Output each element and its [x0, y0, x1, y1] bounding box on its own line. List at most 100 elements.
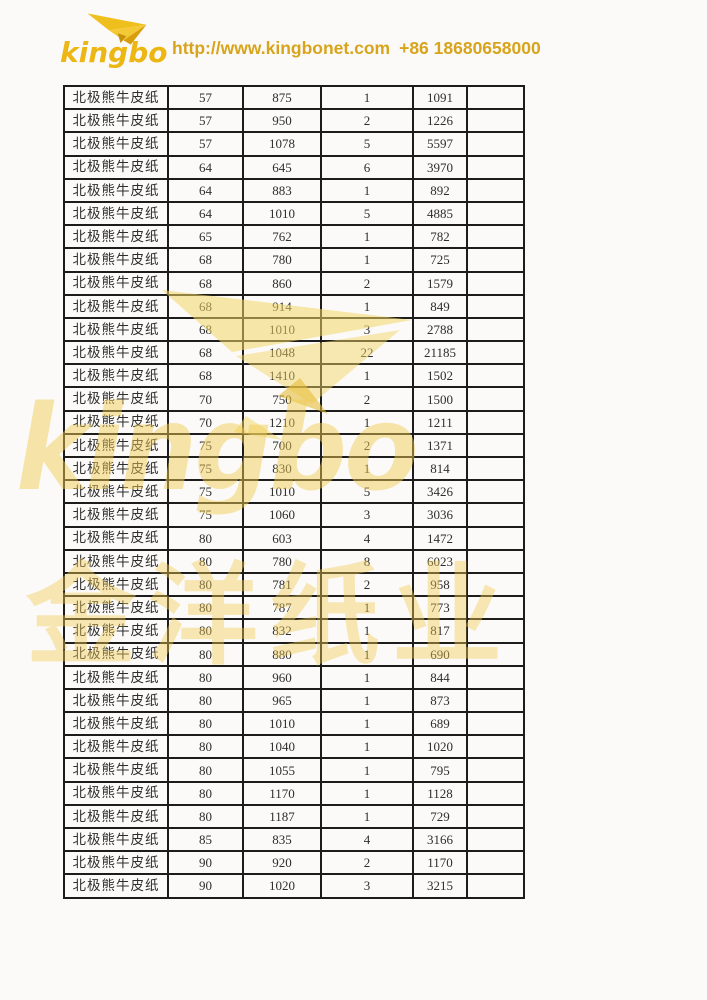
table-row: 北极熊牛皮纸 80 1170 1 1128 — [63, 780, 525, 806]
cell-value-2: 1010 — [242, 316, 322, 343]
cell-value-5 — [466, 664, 525, 690]
cell-value-2: 914 — [242, 293, 322, 319]
cell-value-2: 1010 — [242, 200, 322, 227]
cell-value-5 — [466, 826, 525, 853]
cell-value-3: 3 — [320, 873, 414, 899]
cell-value-5 — [466, 525, 525, 551]
cell-value-5 — [466, 363, 525, 389]
cell-value-4: 1128 — [412, 780, 468, 806]
cell-value-1: 80 — [167, 687, 244, 714]
table-row: 北极熊牛皮纸 80 1040 1 1020 — [63, 734, 525, 760]
cell-value-3: 1 — [320, 224, 414, 250]
cell-product-name: 北极熊牛皮纸 — [63, 687, 169, 714]
cell-product-name: 北极熊牛皮纸 — [63, 224, 169, 250]
contact-info: http://www.kingbonet.com +86 18680658000 — [172, 38, 541, 59]
cell-value-2: 920 — [242, 850, 322, 876]
cell-value-3: 1 — [320, 780, 414, 806]
cell-value-5 — [466, 200, 525, 227]
cell-value-1: 65 — [167, 224, 244, 250]
cell-value-2: 1040 — [242, 734, 322, 760]
cell-value-2: 645 — [242, 154, 322, 180]
cell-value-3: 1 — [320, 293, 414, 319]
cell-value-4: 873 — [412, 687, 468, 714]
cell-value-2: 1010 — [242, 479, 322, 505]
phone-number: +86 18680658000 — [399, 38, 541, 58]
cell-value-3: 1 — [320, 247, 414, 273]
cell-value-1: 80 — [167, 780, 244, 806]
cell-product-name: 北极熊牛皮纸 — [63, 154, 169, 180]
cell-product-name: 北极熊牛皮纸 — [63, 247, 169, 273]
cell-product-name: 北极熊牛皮纸 — [63, 131, 169, 157]
cell-value-5 — [466, 734, 525, 760]
price-table: 北极熊牛皮纸 57 875 1 1091 北极熊牛皮纸 57 950 2 1226 北极熊牛皮纸 57… — [63, 84, 525, 899]
cell-value-4: 689 — [412, 711, 468, 737]
table-row: 北极熊牛皮纸 90 1020 3 3215 — [63, 873, 525, 899]
cell-value-1: 64 — [167, 200, 244, 227]
table-row: 北极熊牛皮纸 75 1010 5 3426 — [63, 479, 525, 505]
cell-value-4: 6023 — [412, 548, 468, 574]
table-row: 北极熊牛皮纸 90 920 2 1170 — [63, 850, 525, 876]
cell-value-4: 4885 — [412, 200, 468, 227]
cell-value-1: 68 — [167, 316, 244, 343]
cell-value-5 — [466, 177, 525, 203]
cell-value-1: 80 — [167, 595, 244, 621]
cell-value-5 — [466, 757, 525, 783]
table-row: 北极熊牛皮纸 75 830 1 814 — [63, 455, 525, 482]
table-row: 北极熊牛皮纸 80 787 1 773 — [63, 595, 525, 621]
table-row: 北极熊牛皮纸 80 1010 1 689 — [63, 711, 525, 737]
cell-value-1: 80 — [167, 734, 244, 760]
table-row: 北极熊牛皮纸 75 700 2 1371 — [63, 432, 525, 459]
price-table-body: 北极熊牛皮纸 57 875 1 1091 北极熊牛皮纸 57 950 2 1226 北极熊牛皮纸 57… — [63, 84, 525, 899]
table-row: 北极熊牛皮纸 85 835 4 3166 — [63, 826, 525, 853]
cell-value-2: 830 — [242, 455, 322, 482]
table-row: 北极熊牛皮纸 68 1410 1 1502 — [63, 363, 525, 389]
cell-product-name: 北极熊牛皮纸 — [63, 548, 169, 574]
cell-value-2: 787 — [242, 595, 322, 621]
cell-value-4: 1226 — [412, 108, 468, 134]
cell-product-name: 北极熊牛皮纸 — [63, 200, 169, 227]
cell-value-1: 75 — [167, 502, 244, 528]
cell-product-name: 北极熊牛皮纸 — [63, 432, 169, 459]
cell-value-2: 780 — [242, 247, 322, 273]
cell-value-1: 70 — [167, 409, 244, 435]
table-row: 北极熊牛皮纸 68 860 2 1579 — [63, 270, 525, 296]
cell-product-name: 北极熊牛皮纸 — [63, 316, 169, 343]
cell-value-1: 80 — [167, 803, 244, 830]
cell-product-name: 北极熊牛皮纸 — [63, 664, 169, 690]
cell-value-1: 70 — [167, 386, 244, 412]
cell-value-4: 1500 — [412, 386, 468, 412]
cell-value-5 — [466, 548, 525, 574]
cell-value-1: 57 — [167, 131, 244, 157]
cell-value-3: 1 — [320, 664, 414, 690]
cell-value-4: 844 — [412, 664, 468, 690]
cell-value-5 — [466, 502, 525, 528]
cell-product-name: 北极熊牛皮纸 — [63, 618, 169, 644]
cell-value-4: 5597 — [412, 131, 468, 157]
cell-value-3: 6 — [320, 154, 414, 180]
table-row: 北极熊牛皮纸 80 1055 1 795 — [63, 757, 525, 783]
cell-value-2: 880 — [242, 641, 322, 667]
cell-value-4: 2788 — [412, 316, 468, 343]
table-row: 北极熊牛皮纸 64 645 6 3970 — [63, 154, 525, 180]
table-row: 北极熊牛皮纸 80 832 1 817 — [63, 618, 525, 644]
cell-value-1: 68 — [167, 340, 244, 366]
cell-value-5 — [466, 803, 525, 830]
cell-value-1: 80 — [167, 548, 244, 574]
cell-value-4: 690 — [412, 641, 468, 667]
cell-value-4: 782 — [412, 224, 468, 250]
cell-product-name: 北极熊牛皮纸 — [63, 270, 169, 296]
cell-value-2: 1055 — [242, 757, 322, 783]
cell-product-name: 北极熊牛皮纸 — [63, 409, 169, 435]
cell-value-5 — [466, 873, 525, 899]
cell-value-4: 849 — [412, 293, 468, 319]
cell-product-name: 北极熊牛皮纸 — [63, 525, 169, 551]
cell-value-4: 892 — [412, 177, 468, 203]
cell-value-3: 1 — [320, 687, 414, 714]
cell-value-1: 75 — [167, 455, 244, 482]
cell-value-1: 80 — [167, 525, 244, 551]
cell-value-2: 835 — [242, 826, 322, 853]
cell-value-4: 3166 — [412, 826, 468, 853]
cell-value-3: 1 — [320, 618, 414, 644]
table-row: 北极熊牛皮纸 68 780 1 725 — [63, 247, 525, 273]
paper-airplane-icon — [87, 13, 147, 45]
